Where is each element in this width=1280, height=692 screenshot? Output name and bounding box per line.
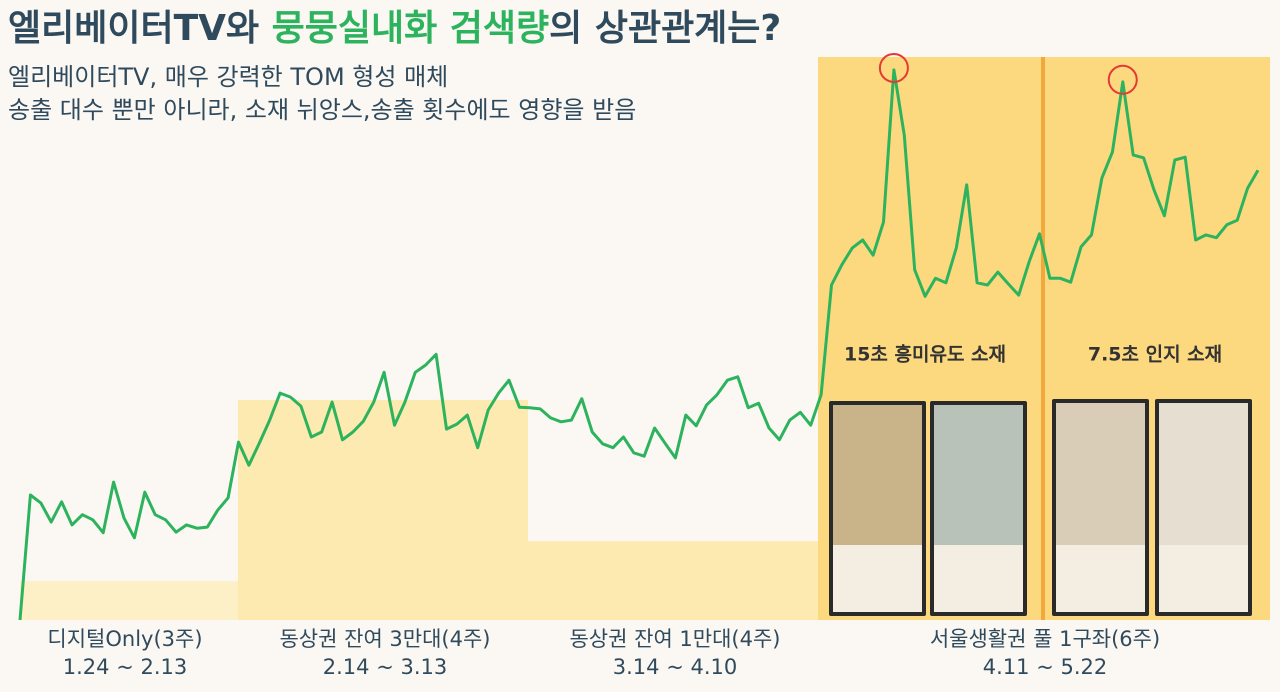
ad-image <box>934 405 1023 545</box>
title: 엘리베이터TV와 뭉뭉실내화 검색량의 상관관계는? <box>8 8 781 49</box>
period-label: 동상권 잔여 3만대(4주) <box>279 627 490 651</box>
ad-product <box>934 545 1023 612</box>
peak-marker <box>1107 64 1138 95</box>
peak-marker <box>878 52 909 83</box>
period-label: 동상권 잔여 1만대(4주) <box>569 627 780 651</box>
period-dates: 4.11 ~ 5.22 <box>983 655 1107 679</box>
search-line <box>18 68 1260 621</box>
creative-label: 15초 흥미유도 소재 <box>844 343 1006 366</box>
title-highlight: 뭉뭉실내화 검색량 <box>272 8 550 49</box>
period-band <box>20 581 238 620</box>
period-dates: 2.14 ~ 3.13 <box>323 655 447 679</box>
period-dates: 1.24 ~ 2.13 <box>63 655 187 679</box>
ad-image <box>1159 403 1248 545</box>
period-label: 디지털Only(3주) <box>47 627 202 651</box>
creative-label: 7.5초 인지 소재 <box>1088 344 1222 366</box>
ad-product <box>1056 545 1145 612</box>
ad-image <box>833 405 922 545</box>
ad-product <box>833 545 922 612</box>
subtitle: 송출 대수 뿐만 아니라, 소재 뉘앙스,송출 횟수에도 영향을 받음 <box>8 96 636 124</box>
period-band <box>238 399 528 620</box>
title-part: 의 상관관계는? <box>549 8 781 49</box>
ad-image <box>1056 403 1145 545</box>
period-band <box>528 541 818 620</box>
subtitle: 엘리베이터TV, 매우 강력한 TOM 형성 매체 <box>8 63 448 91</box>
ad-panels <box>829 399 1252 616</box>
period-label: 서울생활권 풀 1구좌(6주) <box>930 627 1160 651</box>
ad-product <box>1159 545 1248 612</box>
period-dates: 3.14 ~ 4.10 <box>613 655 737 679</box>
title-part: 엘리베이터TV와 <box>8 8 272 49</box>
